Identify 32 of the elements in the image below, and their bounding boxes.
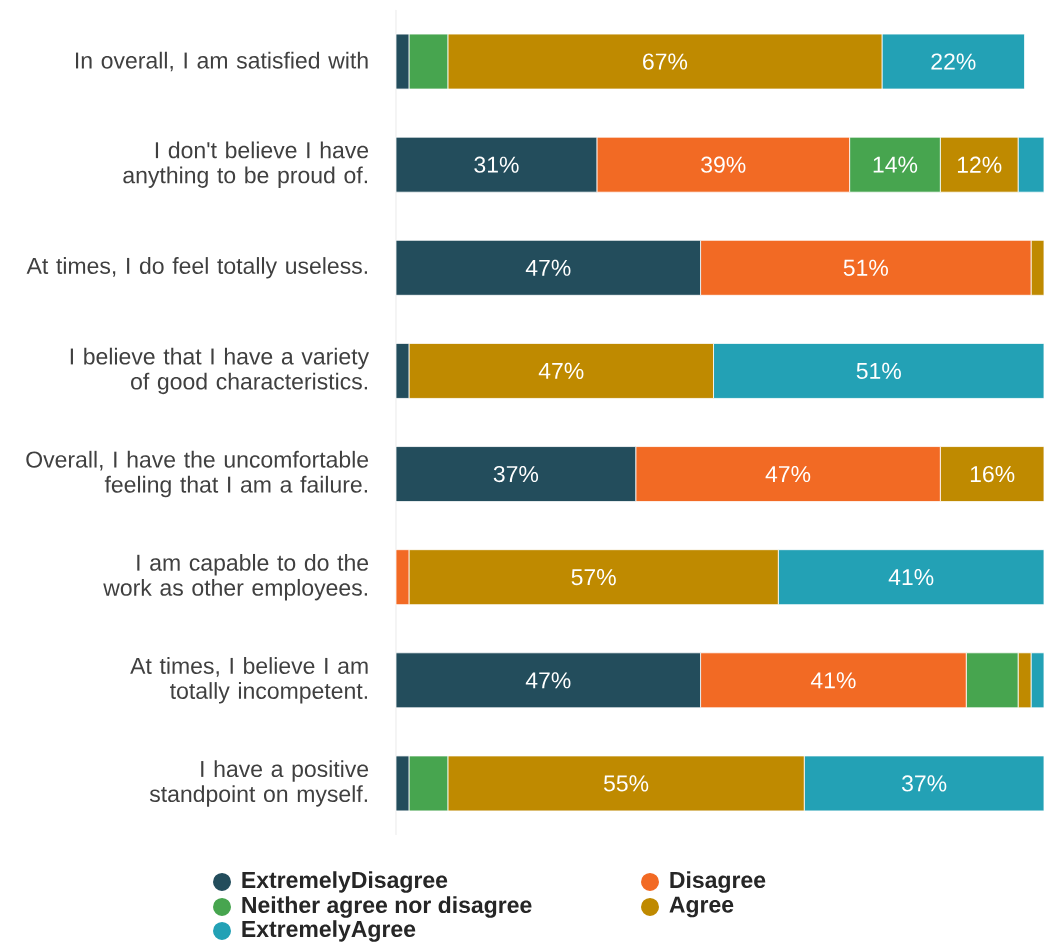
legend-label: ExtremelyDisagree bbox=[242, 871, 448, 893]
data-label: 37% bbox=[901, 775, 947, 792]
data-label: 41% bbox=[810, 672, 856, 689]
data-label: 14% bbox=[873, 156, 918, 173]
legend-label: Agree bbox=[669, 896, 734, 918]
legend-label: Neither agree nor disagree bbox=[242, 896, 532, 918]
y-tick-label: At times, I do feel totally useless. bbox=[26, 257, 367, 279]
data-label: 51% bbox=[856, 362, 901, 380]
y-tick-label: In overall, I am satisfied with bbox=[75, 51, 368, 72]
data-label: 55% bbox=[603, 775, 649, 792]
y-tick-label: At times, I believe I am totally incompetent. bbox=[130, 657, 368, 704]
y-tick-label: I have a positive standpoint on myself. bbox=[149, 760, 369, 807]
data-label: 16% bbox=[970, 465, 1015, 483]
data-label: 67% bbox=[643, 53, 688, 70]
data-label: 12% bbox=[957, 156, 1002, 173]
y-tick-label: I don't believe I have anything to be proud of. bbox=[123, 141, 369, 188]
legend-label: Disagree bbox=[670, 871, 766, 893]
data-label: 47% bbox=[765, 465, 811, 483]
data-label: 22% bbox=[931, 53, 976, 70]
y-tick-label: Overall, I have the uncomfortable feeling that I am a failure. bbox=[26, 450, 369, 498]
data-label: 41% bbox=[888, 569, 934, 586]
y-tick-label: I believe that I have a variety of good characteristics. bbox=[70, 347, 370, 395]
data-label: 51% bbox=[843, 259, 888, 276]
legend-label: ExtremelyAgree bbox=[242, 920, 416, 942]
y-tick-label: I am capable to do the work as other employees. bbox=[103, 553, 369, 601]
data-label: 57% bbox=[571, 569, 616, 586]
data-label: 47% bbox=[538, 362, 584, 379]
data-label: 31% bbox=[474, 156, 519, 173]
data-label: 47% bbox=[525, 259, 571, 276]
data-label: 39% bbox=[701, 156, 746, 173]
data-label: 47% bbox=[525, 672, 571, 689]
data-label: 37% bbox=[493, 465, 539, 483]
